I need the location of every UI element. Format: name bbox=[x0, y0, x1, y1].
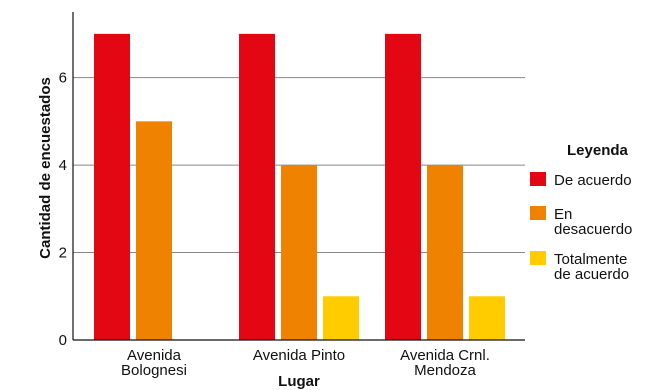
x-category-label-line: Mendoza bbox=[414, 362, 476, 379]
y-tick-labels: 0 2 4 6 bbox=[59, 70, 67, 349]
x-category-label-line: Bolognesi bbox=[121, 362, 187, 379]
bars bbox=[94, 33, 505, 340]
x-category-label-line: Avenida bbox=[127, 347, 182, 364]
bar bbox=[385, 33, 421, 340]
legend-label: Totalmente de acuerdo bbox=[554, 251, 629, 283]
axes bbox=[72, 12, 525, 341]
bar bbox=[136, 121, 172, 340]
bar bbox=[323, 296, 359, 340]
legend-title: Leyenda bbox=[567, 142, 629, 159]
legend: Leyenda De acuerdo En desacuerdo Totalmente… bbox=[530, 142, 632, 283]
legend-label-line: En bbox=[554, 206, 572, 223]
bar bbox=[239, 33, 275, 340]
x-category-labels: Avenida Bolognesi Avenida Pinto Avenida Crn… bbox=[121, 347, 490, 379]
legend-swatch bbox=[530, 206, 546, 220]
legend-label: En desacuerdo bbox=[554, 206, 632, 238]
y-tick-label: 0 bbox=[59, 332, 67, 349]
legend-label-line: De acuerdo bbox=[554, 172, 632, 189]
bar bbox=[94, 33, 130, 340]
y-tick-label: 4 bbox=[59, 157, 67, 174]
bar bbox=[469, 296, 505, 340]
legend-swatch bbox=[530, 251, 546, 265]
legend-swatch bbox=[530, 172, 546, 186]
legend-label-line: de acuerdo bbox=[554, 266, 629, 283]
x-category-label: Avenida Pinto bbox=[253, 347, 345, 364]
x-category-label-line: Avenida Crnl. bbox=[400, 347, 490, 364]
y-tick-label: 2 bbox=[59, 245, 67, 262]
x-category-label-line: Avenida Pinto bbox=[253, 347, 345, 364]
x-category-label: Avenida Bolognesi bbox=[121, 347, 187, 379]
y-tick-label: 6 bbox=[59, 70, 67, 87]
bar bbox=[281, 165, 317, 340]
x-category-label: Avenida Crnl. Mendoza bbox=[400, 347, 490, 379]
legend-label-line: desacuerdo bbox=[554, 221, 632, 238]
legend-label: De acuerdo bbox=[554, 172, 632, 189]
bar bbox=[427, 165, 463, 340]
x-axis-title: Lugar bbox=[278, 373, 320, 390]
legend-label-line: Totalmente bbox=[554, 251, 627, 268]
y-axis-title: Cantidad de encuestados bbox=[37, 77, 54, 259]
